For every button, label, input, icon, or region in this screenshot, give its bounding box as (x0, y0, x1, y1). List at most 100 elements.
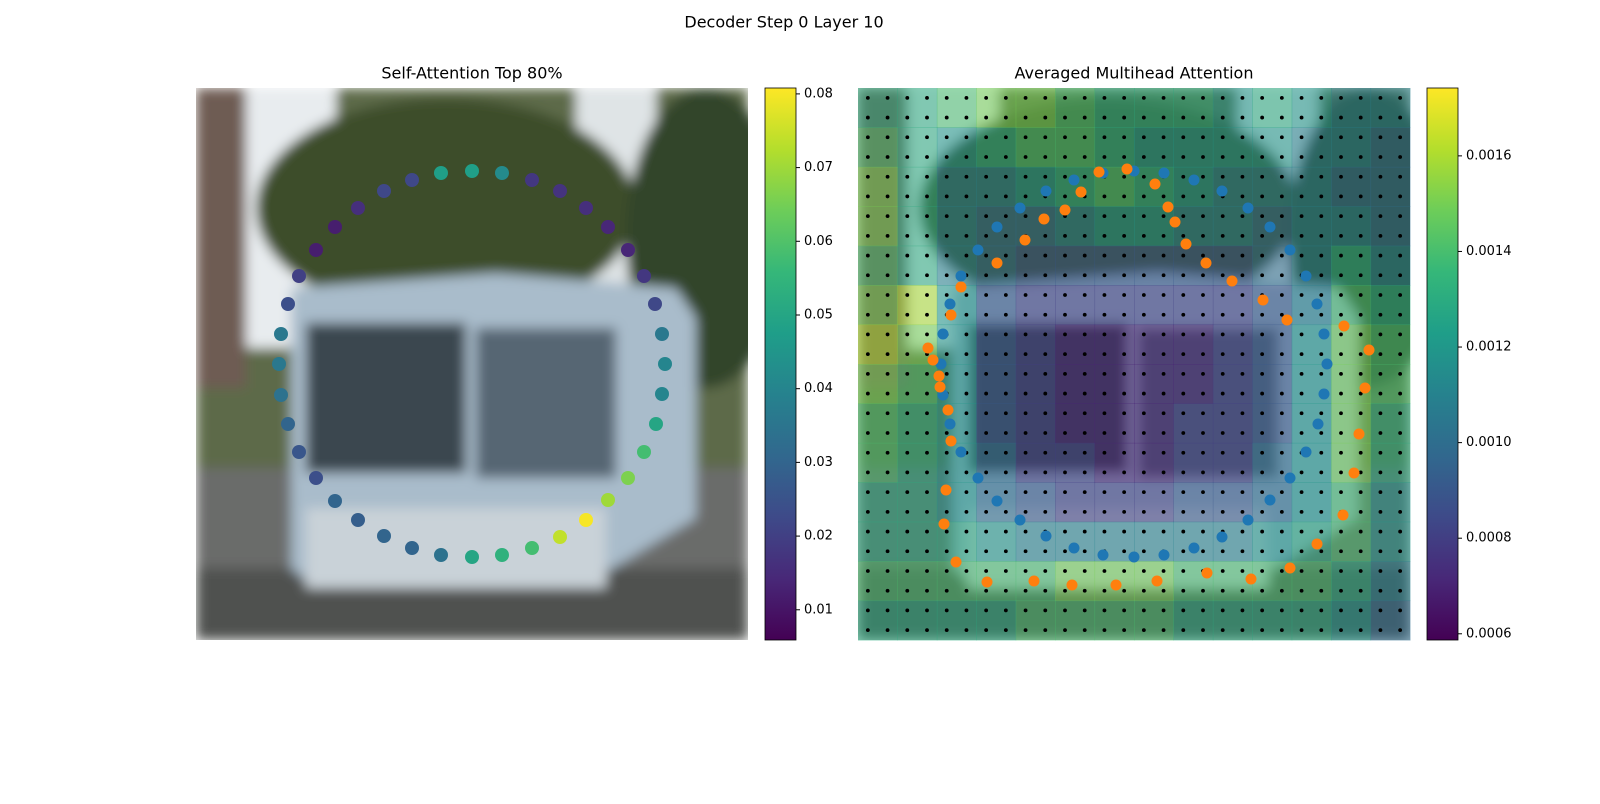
point (1093, 166, 1105, 178)
point (1059, 204, 1071, 216)
token-dot (984, 450, 989, 455)
point (944, 298, 956, 310)
heatmap-cell (1134, 206, 1174, 247)
point (328, 494, 342, 508)
point (955, 446, 967, 458)
point (1284, 562, 1296, 574)
token-dot (925, 95, 929, 100)
token-dot (1102, 332, 1107, 337)
token-dot (964, 312, 969, 317)
heatmap-cell (1173, 403, 1214, 444)
token-dot (1201, 411, 1205, 416)
token-dot (1141, 194, 1146, 199)
token-dot (964, 628, 969, 633)
token-dot (964, 470, 969, 475)
point (292, 269, 306, 283)
token-dot (944, 588, 949, 593)
token-dot (865, 569, 870, 573)
token-dot (1082, 529, 1087, 534)
token-dot (1023, 391, 1028, 396)
heatmap-cell (1331, 127, 1372, 168)
token-dot (1339, 253, 1343, 258)
token-dot (1181, 253, 1186, 258)
token-dot (1122, 155, 1127, 159)
token-dot (1023, 253, 1028, 258)
point (1121, 163, 1133, 175)
point (940, 484, 952, 496)
token-dot (1398, 332, 1403, 337)
token-dot (1240, 194, 1245, 199)
token-dot (944, 115, 949, 120)
token-dot (1299, 233, 1304, 238)
token-dot (1161, 588, 1166, 593)
token-dot (1181, 470, 1186, 475)
token-dot (1358, 529, 1363, 534)
heatmap-cell (1094, 245, 1135, 286)
token-dot (1122, 371, 1127, 376)
point (465, 550, 479, 564)
token-dot (1339, 549, 1343, 554)
point (1014, 514, 1026, 526)
heatmap-cell (897, 364, 938, 404)
point (1162, 201, 1174, 213)
token-dot (1279, 608, 1284, 613)
token-dot (1319, 588, 1324, 593)
heatmap-cell (1291, 245, 1332, 286)
token-dot (1102, 411, 1107, 416)
token-dot (1319, 411, 1324, 416)
token-dot (1299, 332, 1304, 337)
token-dot (925, 509, 929, 514)
token-dot (1003, 155, 1008, 159)
token-dot (1043, 588, 1048, 593)
token-dot (1141, 174, 1146, 179)
heatmap-cell (1173, 482, 1214, 523)
token-dot (1339, 470, 1343, 475)
point (1097, 549, 1109, 561)
token-dot (1220, 509, 1225, 514)
token-dot (1299, 490, 1304, 495)
token-dot (1319, 431, 1324, 435)
token-dot (1082, 174, 1087, 179)
token-dot (1023, 332, 1028, 337)
token-dot (1260, 115, 1265, 120)
token-dot (1378, 273, 1383, 278)
token-dot (1161, 135, 1166, 140)
token-dot (905, 391, 910, 396)
heatmap-cell (976, 364, 1017, 404)
token-dot (1398, 628, 1403, 633)
token-dot (1201, 174, 1205, 179)
token-dot (1220, 411, 1225, 416)
token-dot (1279, 135, 1284, 140)
point (621, 243, 635, 257)
token-dot (1003, 233, 1008, 238)
token-dot (1201, 273, 1205, 278)
token-dot (905, 608, 910, 613)
token-dot (1063, 529, 1067, 534)
token-dot (1358, 115, 1363, 120)
token-dot (1063, 628, 1067, 633)
token-dot (1181, 174, 1186, 179)
point (1019, 234, 1031, 246)
token-dot (1358, 411, 1363, 416)
token-dot (1358, 450, 1363, 455)
token-dot (1102, 470, 1107, 475)
token-dot (1339, 115, 1343, 120)
token-dot (1023, 608, 1028, 613)
token-dot (885, 549, 890, 554)
token-dot (1102, 490, 1107, 495)
token-dot (1161, 411, 1166, 416)
token-dot (1161, 293, 1166, 297)
point (1337, 509, 1349, 521)
heatmap-cell (1094, 285, 1135, 326)
token-dot (1201, 529, 1205, 534)
point (944, 418, 956, 430)
token-dot (1043, 293, 1048, 297)
colorbar-tick-label: 0.03 (804, 455, 833, 470)
token-dot (1201, 391, 1205, 396)
token-dot (1378, 470, 1383, 475)
token-dot (1161, 194, 1166, 199)
token-dot (925, 470, 929, 475)
point (1359, 382, 1371, 394)
token-dot (865, 95, 870, 100)
point (525, 173, 539, 187)
